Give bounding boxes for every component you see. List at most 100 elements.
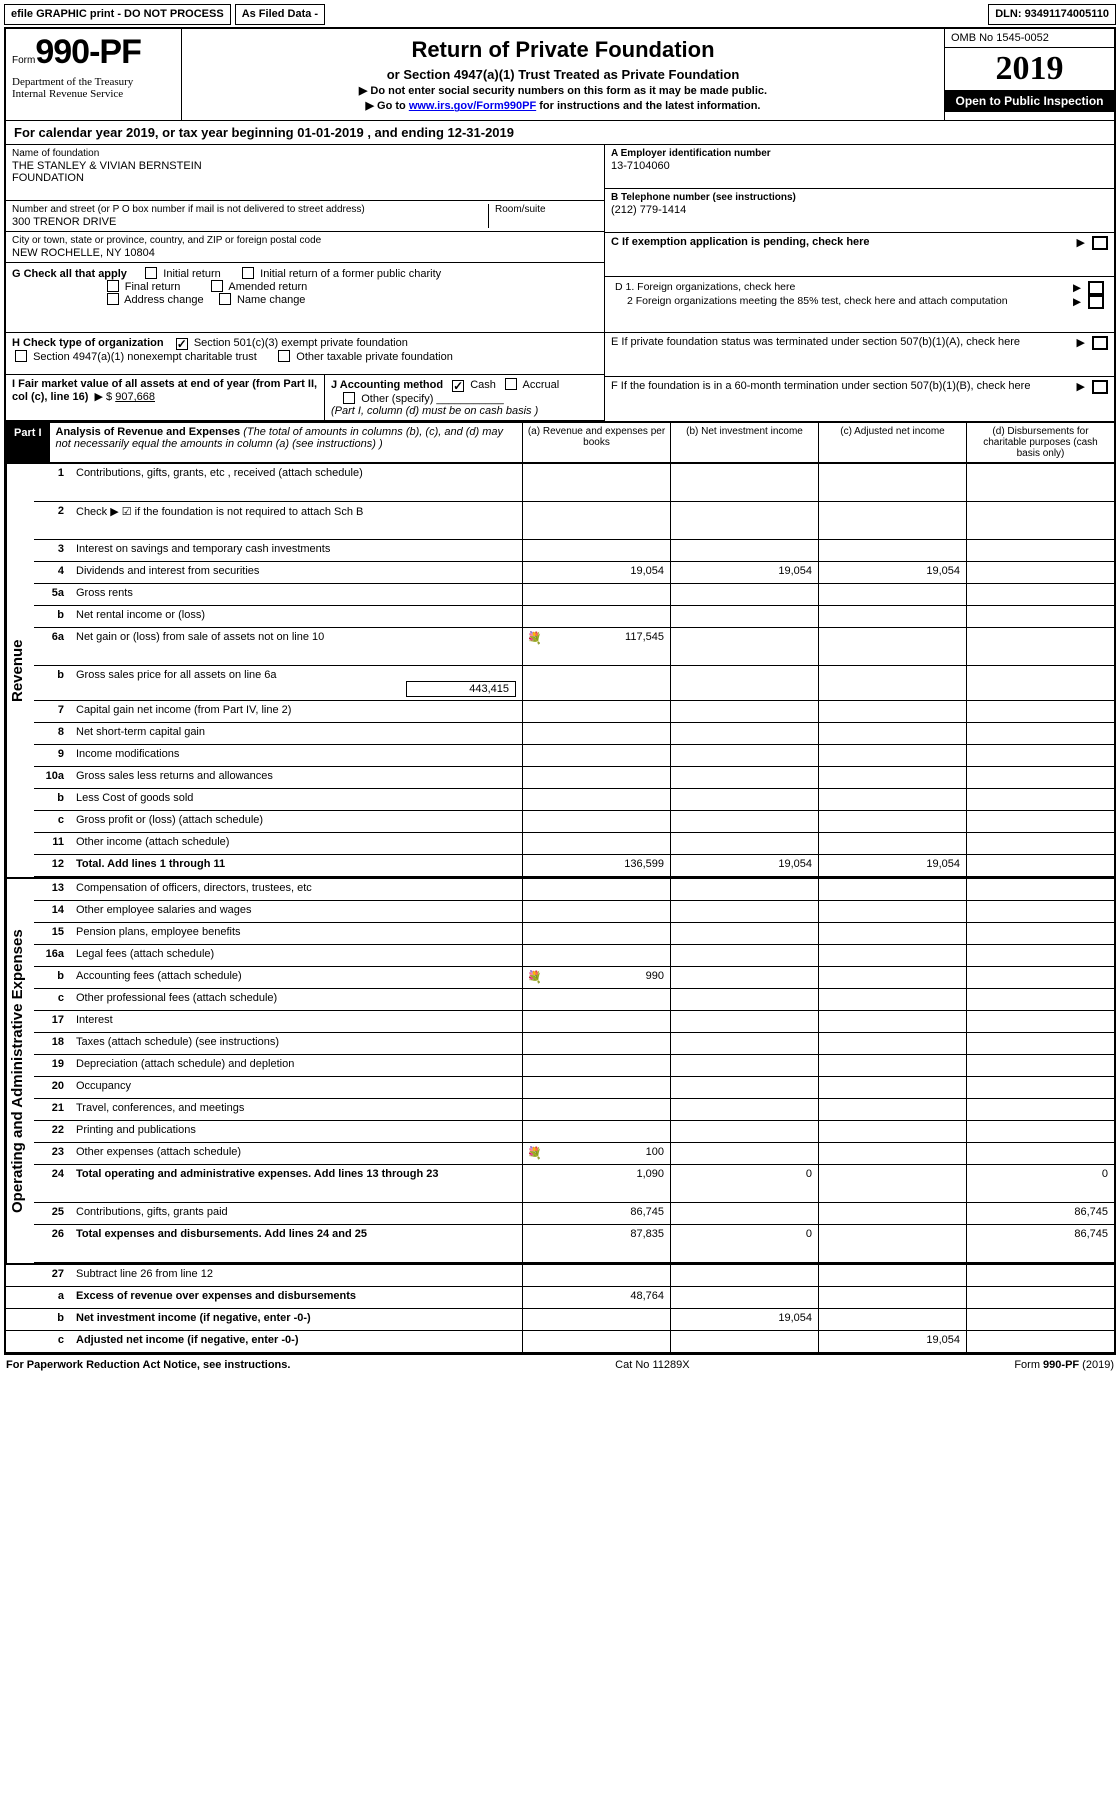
footer-right: Form 990-PF (2019): [1014, 1359, 1114, 1371]
opt-accrual: Accrual: [523, 379, 560, 391]
top-bar: efile GRAPHIC print - DO NOT PROCESS As …: [4, 4, 1116, 25]
check-amended[interactable]: [211, 280, 223, 292]
opt-4947: Section 4947(a)(1) nonexempt charitable …: [33, 351, 257, 363]
omb-no: OMB No 1545-0052: [945, 29, 1114, 48]
form-subtitle: or Section 4947(a)(1) Trust Treated as P…: [192, 67, 934, 82]
check-name[interactable]: [219, 293, 231, 305]
d1: D 1. Foreign organizations, check here: [615, 281, 795, 293]
dln-label: DLN:: [995, 8, 1021, 20]
instructions-link[interactable]: www.irs.gov/Form990PF: [409, 100, 536, 112]
phone: (212) 779-1414: [611, 204, 1108, 216]
col-b-hdr: (b) Net investment income: [670, 423, 818, 462]
check-cash[interactable]: [452, 380, 464, 392]
col-a-hdr: (a) Revenue and expenses per books: [522, 423, 670, 462]
opt-other: Other taxable private foundation: [296, 351, 453, 363]
e-label: E If private foundation status was termi…: [611, 336, 1020, 348]
line-27: 27Subtract line 26 from line 12: [6, 1265, 1114, 1287]
d2: 2 Foreign organizations meeting the 85% …: [627, 295, 1008, 307]
check-initial-return[interactable]: [145, 267, 157, 279]
foundation-name: THE STANLEY & VIVIAN BERNSTEIN FOUNDATIO…: [12, 160, 598, 184]
i-label: I Fair market value of all assets at end…: [12, 378, 317, 403]
note-2-post: for instructions and the latest informat…: [536, 100, 760, 112]
line-c: cGross profit or (loss) (attach schedule…: [34, 811, 1114, 833]
check-c[interactable]: [1092, 236, 1108, 250]
j-block: J Accounting method Cash Accrual Other (…: [324, 375, 604, 420]
dln-value: 93491174005110: [1025, 8, 1109, 20]
c-label: C If exemption application is pending, c…: [611, 236, 870, 248]
line-b: bLess Cost of goods sold: [34, 789, 1114, 811]
check-e[interactable]: [1092, 336, 1108, 350]
line-20: 20Occupancy: [34, 1077, 1114, 1099]
part1-header: Part I Analysis of Revenue and Expenses …: [6, 421, 1114, 464]
line-5a: 5aGross rents: [34, 584, 1114, 606]
check-address[interactable]: [107, 293, 119, 305]
check-501c3[interactable]: [176, 338, 188, 350]
form-title: Return of Private Foundation: [192, 37, 934, 63]
asfiled-badge: As Filed Data -: [235, 4, 325, 25]
part1-tag: Part I: [6, 423, 50, 462]
street: 300 TRENOR DRIVE: [12, 216, 482, 228]
check-4947[interactable]: [15, 350, 27, 362]
h-row: H Check type of organization Section 501…: [6, 333, 604, 375]
ein: 13-7104060: [611, 160, 1108, 172]
line-25: 25Contributions, gifts, grants paid86,74…: [34, 1203, 1114, 1225]
a-label: A Employer identification number: [611, 148, 1108, 159]
line-3: 3Interest on savings and temporary cash …: [34, 540, 1114, 562]
check-d1[interactable]: [1088, 281, 1104, 295]
line-11: 11Other income (attach schedule): [34, 833, 1114, 855]
line-6a: 6aNet gain or (loss) from sale of assets…: [34, 628, 1114, 666]
dln: DLN: 93491174005110: [988, 4, 1116, 25]
check-final[interactable]: [107, 280, 119, 292]
revenue-side-label: Revenue: [6, 464, 34, 877]
footer-mid: Cat No 11289X: [615, 1359, 689, 1371]
title-block: Return of Private Foundation or Section …: [182, 29, 944, 120]
room-label: Room/suite: [495, 204, 598, 215]
g-row: G Check all that apply Initial return In…: [6, 263, 604, 333]
line-26: 26Total expenses and disbursements. Add …: [34, 1225, 1114, 1263]
opt-address: Address change: [124, 294, 204, 306]
opt-initial-public: Initial return of a former public charit…: [260, 268, 441, 280]
h-label: H Check type of organization: [12, 337, 164, 349]
line-4: 4Dividends and interest from securities1…: [34, 562, 1114, 584]
check-initial-public[interactable]: [242, 267, 254, 279]
opt-initial: Initial return: [163, 268, 220, 280]
line-18: 18Taxes (attach schedule) (see instructi…: [34, 1033, 1114, 1055]
line-19: 19Depreciation (attach schedule) and dep…: [34, 1055, 1114, 1077]
check-accrual[interactable]: [505, 378, 517, 390]
form-number: 990-PF: [35, 33, 141, 71]
line-8: 8Net short-term capital gain: [34, 723, 1114, 745]
right-block: OMB No 1545-0052 2019 Open to Public Ins…: [944, 29, 1114, 120]
opt-final: Final return: [125, 281, 181, 293]
expenses-side-label: Operating and Administrative Expenses: [6, 879, 34, 1263]
line-b: bNet rental income or (loss): [34, 606, 1114, 628]
line-b: bGross sales price for all assets on lin…: [34, 666, 1114, 701]
col-c-hdr: (c) Adjusted net income: [818, 423, 966, 462]
line-1: 1Contributions, gifts, grants, etc , rec…: [34, 464, 1114, 502]
line-b: bAccounting fees (attach schedule)990💐: [34, 967, 1114, 989]
j-note: (Part I, column (d) must be on cash basi…: [331, 405, 538, 417]
line-10a: 10aGross sales less returns and allowanc…: [34, 767, 1114, 789]
efile-badge: efile GRAPHIC print - DO NOT PROCESS: [4, 4, 231, 25]
form-number-block: Form990-PF Department of the Treasury In…: [6, 29, 182, 120]
revenue-table: Revenue 1Contributions, gifts, grants, e…: [6, 464, 1114, 877]
i-block: I Fair market value of all assets at end…: [6, 375, 324, 420]
part1-title: Analysis of Revenue and Expenses (The to…: [50, 423, 522, 462]
check-other-taxable[interactable]: [278, 350, 290, 362]
check-d2[interactable]: [1088, 295, 1104, 309]
line-a: aExcess of revenue over expenses and dis…: [6, 1287, 1114, 1309]
note-2-pre: ▶ Go to: [366, 100, 409, 112]
line-17: 17Interest: [34, 1011, 1114, 1033]
opt-501c3: Section 501(c)(3) exempt private foundat…: [194, 337, 408, 349]
line-b: bNet investment income (if negative, ent…: [6, 1309, 1114, 1331]
line-9: 9Income modifications: [34, 745, 1114, 767]
footer: For Paperwork Reduction Act Notice, see …: [4, 1355, 1116, 1371]
dept-text: Department of the Treasury Internal Reve…: [12, 76, 175, 100]
tax-year: 2019: [945, 48, 1114, 90]
check-other-method[interactable]: [343, 392, 355, 404]
city-label: City or town, state or province, country…: [12, 235, 598, 246]
check-f[interactable]: [1092, 380, 1108, 394]
line-16a: 16aLegal fees (attach schedule): [34, 945, 1114, 967]
form-word: Form: [12, 55, 35, 66]
opt-other-method: Other (specify): [361, 393, 433, 405]
city: NEW ROCHELLE, NY 10804: [12, 247, 598, 259]
